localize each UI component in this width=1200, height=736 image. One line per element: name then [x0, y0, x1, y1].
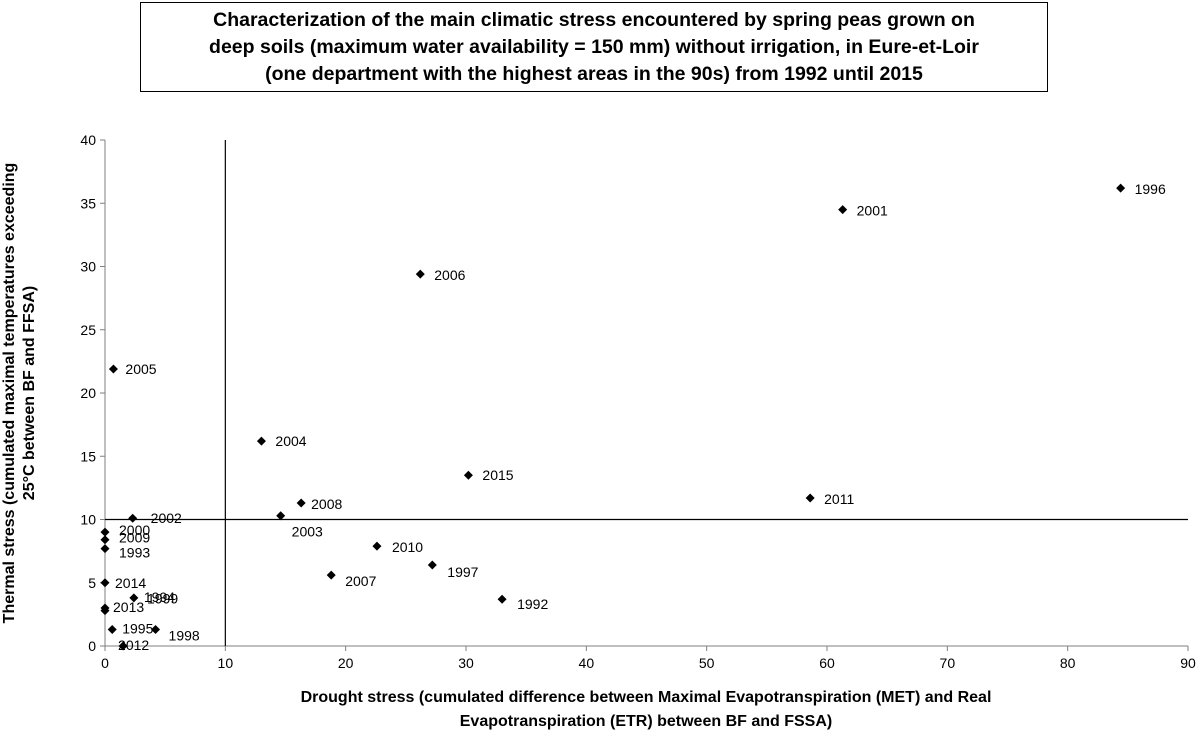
- data-point-1992: [497, 594, 507, 604]
- x-axis-title-line-1: Drought stress (cumulated difference bet…: [301, 689, 992, 706]
- data-label-2003: 2003: [292, 524, 323, 540]
- data-label-2014: 2014: [115, 575, 146, 591]
- y-axis-title-line-1: Thermal stress (cumulated maximal temper…: [1, 163, 18, 624]
- data-point-2007: [326, 570, 336, 580]
- y-tick-label: 25: [80, 322, 96, 338]
- data-point-1999: [100, 606, 110, 616]
- data-point-2003: [276, 511, 286, 521]
- data-label-1998: 1998: [169, 628, 200, 644]
- data-label-2011: 2011: [824, 491, 854, 507]
- y-tick-label: 35: [80, 195, 96, 211]
- x-tick-label: 90: [1180, 655, 1196, 671]
- data-label-1996: 1996: [1135, 181, 1166, 197]
- x-tick-label: 80: [1060, 655, 1076, 671]
- x-tick-label: 60: [819, 655, 835, 671]
- data-label-2010: 2010: [392, 539, 423, 555]
- data-point-2014: [100, 578, 110, 588]
- data-label-2002: 2002: [151, 510, 182, 526]
- data-label-1992: 1992: [517, 596, 548, 612]
- data-point-2000: [100, 527, 110, 537]
- data-label-1999: 1999: [147, 591, 178, 607]
- x-axis-title-line-2: Evapotranspiration (ETR) between BF and …: [460, 713, 832, 730]
- x-tick-label: 50: [699, 655, 715, 671]
- data-label-2009: 2009: [119, 530, 150, 546]
- y-tick-label: 15: [80, 448, 96, 464]
- data-point-1995: [107, 625, 117, 635]
- chart-title-line-2: deep soils (maximum water availability =…: [209, 35, 979, 58]
- data-label-2004: 2004: [275, 433, 306, 449]
- data-points: 1996 2001 2006 2005 2004 2015 2011 2008 2003 2002…: [100, 181, 1166, 653]
- data-label-2012: 2012: [118, 637, 149, 653]
- data-label-2000: 2000: [119, 522, 150, 538]
- data-label-1995: 1995: [122, 621, 153, 637]
- data-point-2009: [100, 535, 110, 545]
- data-point-2011: [805, 493, 815, 503]
- data-label-2008: 2008: [311, 496, 342, 512]
- data-label-2001: 2001: [857, 203, 888, 219]
- data-point-2006: [415, 269, 425, 279]
- x-tick-label: 70: [940, 655, 956, 671]
- x-tick-label: 20: [338, 655, 354, 671]
- data-point-1993: [100, 544, 110, 554]
- data-point-2008: [296, 498, 306, 508]
- x-tick-label: 0: [101, 655, 109, 671]
- data-point-2004: [256, 436, 266, 446]
- y-tick-label: 0: [88, 638, 96, 654]
- data-point-2002: [128, 513, 138, 523]
- data-point-2001: [838, 205, 848, 215]
- x-tick-label: 40: [579, 655, 595, 671]
- y-tick-label: 30: [80, 259, 96, 275]
- data-point-2012: [118, 641, 128, 651]
- x-tick-label: 10: [218, 655, 234, 671]
- data-point-2015: [463, 470, 473, 480]
- axes: 0 10 20 30 40 50 60 70 80 90 0 5 10 15 20 25 30 35 40: [80, 132, 1196, 671]
- data-point-2010: [372, 541, 382, 551]
- data-point-1997: [427, 560, 437, 570]
- y-tick-label: 20: [80, 385, 96, 401]
- x-tick-label: 30: [458, 655, 474, 671]
- y-axis-title-line-2: 25°C between BF and FFSA): [21, 286, 38, 500]
- data-label-2007: 2007: [345, 573, 376, 589]
- y-tick-label: 10: [80, 512, 96, 528]
- data-label-2005: 2005: [125, 361, 156, 377]
- data-label-1993: 1993: [119, 545, 150, 561]
- data-label-2013: 2013: [113, 599, 144, 615]
- data-point-1998: [151, 625, 161, 635]
- chart-title-line-1: Characterization of the main climatic st…: [213, 8, 975, 31]
- y-tick-label: 5: [88, 575, 96, 591]
- data-label-1994: 1994: [144, 589, 175, 605]
- data-point-1996: [1116, 183, 1126, 193]
- data-label-2015: 2015: [482, 467, 513, 483]
- data-point-2005: [108, 364, 118, 374]
- chart-title: Characterization of the main climatic st…: [140, 2, 1048, 92]
- data-point-1994: [129, 593, 139, 603]
- y-tick-label: 40: [80, 132, 96, 148]
- chart-title-line-3: (one department with the highest areas i…: [265, 62, 923, 85]
- reference-lines: [105, 140, 1188, 646]
- data-label-1997: 1997: [447, 564, 478, 580]
- data-label-2006: 2006: [434, 267, 465, 283]
